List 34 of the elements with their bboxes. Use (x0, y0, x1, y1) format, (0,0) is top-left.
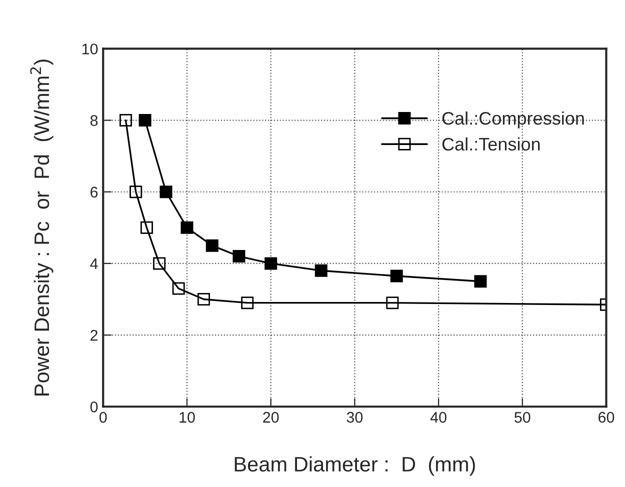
x-tick-label: 50 (514, 412, 530, 423)
y-tick-label: 8 (90, 115, 98, 126)
x-tick-label: 60 (598, 412, 614, 423)
point (474, 275, 487, 288)
point (130, 186, 142, 198)
point (386, 296, 399, 310)
point (172, 282, 185, 295)
point (140, 221, 153, 234)
y-tick-label: 6 (90, 186, 98, 198)
legend-label: Cal.:Tension (442, 137, 540, 151)
point (206, 239, 218, 252)
y-tick-label: 10 (82, 44, 98, 54)
x-tick-label: 40 (430, 412, 446, 423)
point (160, 186, 172, 198)
point (198, 293, 210, 306)
y-axis-title: Power Density : Pc or Pd (W/mm$^{2}$) (30, 60, 54, 396)
point (232, 250, 246, 263)
y-tick-label: 0 (90, 402, 98, 412)
x-tick-label: 0 (99, 412, 107, 423)
x-tick-label: 10 (180, 412, 195, 423)
point (180, 221, 194, 234)
y-tick-label: 4 (90, 258, 98, 270)
x-axis-title: Beam Diameter : D (mm) (234, 456, 475, 476)
y-tick-label: 2 (90, 330, 98, 341)
point (314, 264, 328, 277)
point (138, 114, 152, 127)
point (264, 257, 278, 270)
point (120, 114, 132, 127)
x-tick-label: 20 (263, 412, 279, 423)
point (153, 257, 166, 270)
x-tick-label: 30 (346, 412, 363, 423)
legend-label: Cal.:Compression (442, 111, 584, 128)
point (390, 270, 403, 282)
point (241, 296, 254, 310)
